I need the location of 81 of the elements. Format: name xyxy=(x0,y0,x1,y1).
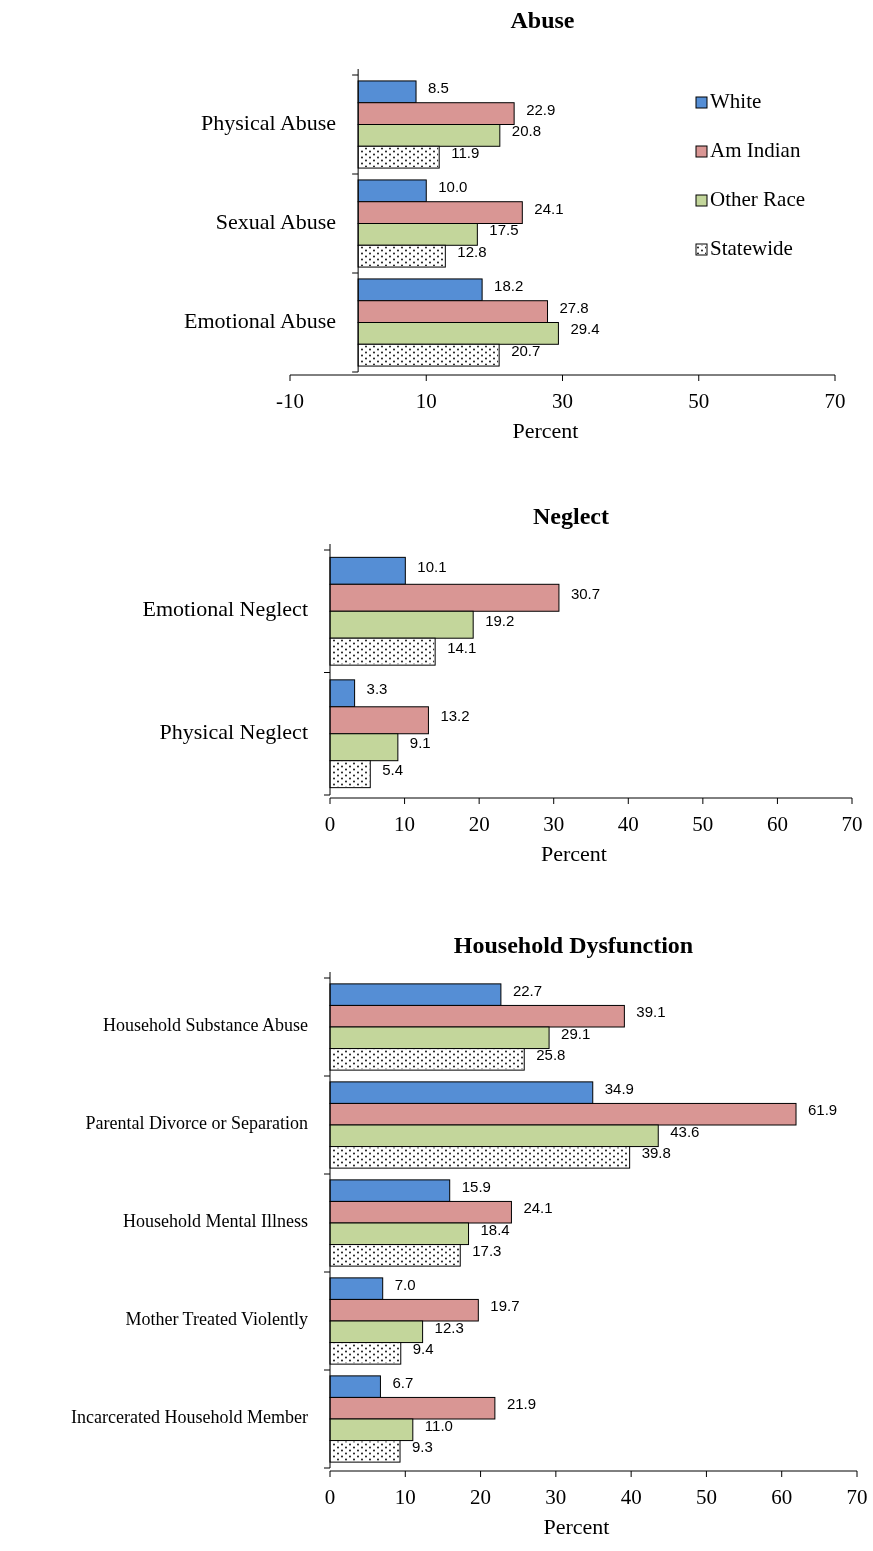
data-label: 12.8 xyxy=(457,243,487,261)
x-tick-label: 0 xyxy=(324,812,336,836)
x-tick-label: 70 xyxy=(841,812,863,836)
x-tick-label: 30 xyxy=(543,812,565,836)
x-tick-label: 60 xyxy=(771,1485,793,1509)
data-label: 39.8 xyxy=(641,1144,671,1162)
data-label: 21.9 xyxy=(506,1395,537,1413)
y-tick-label: Household Mental Illness xyxy=(123,1211,308,1232)
x-axis-title: Percent xyxy=(541,841,607,866)
data-label: 24.1 xyxy=(523,1199,553,1217)
y-tick-label: Household Substance Abuse xyxy=(103,1015,308,1036)
data-label: 17.3 xyxy=(472,1242,502,1260)
data-label: 17.5 xyxy=(489,221,519,239)
data-label: 12.3 xyxy=(434,1318,464,1336)
data-label: 11.0 xyxy=(424,1416,453,1434)
x-tick-label: 50 xyxy=(688,389,710,413)
y-tick-label: Physical Neglect xyxy=(159,718,308,744)
data-label: 24.1 xyxy=(534,199,564,217)
chart-title: Household Dysfunction xyxy=(453,932,694,958)
data-label: 20.7 xyxy=(511,342,541,360)
data-label: 19.7 xyxy=(490,1297,520,1315)
x-tick-label: 70 xyxy=(824,389,846,413)
data-label: 9.1 xyxy=(409,734,431,752)
y-tick-label: Emotional Neglect xyxy=(142,596,308,622)
data-label: 7.0 xyxy=(394,1275,416,1293)
data-label: 9.4 xyxy=(412,1340,434,1358)
x-tick-label: 20 xyxy=(470,1485,492,1509)
x-tick-label: 70 xyxy=(846,1485,868,1509)
legend-label: White xyxy=(710,88,762,113)
data-label: 29.4 xyxy=(570,320,600,338)
data-label: 9.3 xyxy=(412,1438,433,1456)
data-label: 11.9 xyxy=(451,144,480,162)
data-label: 10.1 xyxy=(417,557,447,575)
x-tick-label: 20 xyxy=(468,812,490,836)
data-label: 18.2 xyxy=(494,276,524,294)
data-label: 43.6 xyxy=(670,1122,700,1140)
data-label: 6.7 xyxy=(392,1373,414,1391)
x-tick-label: 50 xyxy=(692,812,714,836)
x-tick-label: 10 xyxy=(415,389,437,413)
data-label: 3.3 xyxy=(366,680,388,698)
x-tick-label: 30 xyxy=(545,1485,567,1509)
data-label: 61.9 xyxy=(808,1101,838,1119)
y-tick-label: Mother Treated Violently xyxy=(125,1309,308,1330)
data-label: 18.4 xyxy=(480,1220,510,1238)
data-label: 20.8 xyxy=(511,122,542,140)
data-label: 13.2 xyxy=(440,707,470,725)
x-axis-title: Percent xyxy=(512,418,579,443)
x-tick-label: 50 xyxy=(695,1485,717,1509)
x-tick-label: -10 xyxy=(276,389,304,413)
data-label: 5.4 xyxy=(382,761,404,779)
data-label: 27.8 xyxy=(559,298,589,316)
data-label: 14.1 xyxy=(447,638,477,656)
x-tick-label: 40 xyxy=(617,812,639,836)
y-tick-label: Parental Divorce or Separation xyxy=(85,1113,308,1134)
data-label: 8.5 xyxy=(428,78,449,96)
chart-title: Neglect xyxy=(533,503,609,529)
data-label: 39.1 xyxy=(636,1003,666,1021)
x-tick-label: 40 xyxy=(620,1485,642,1509)
x-tick-label: 60 xyxy=(766,812,788,836)
data-label: 22.7 xyxy=(512,981,543,999)
legend-label: Am Indian xyxy=(710,137,801,162)
data-label: 15.9 xyxy=(461,1177,491,1195)
data-label: 34.9 xyxy=(604,1079,634,1097)
y-tick-label: Physical Abuse xyxy=(201,109,337,135)
x-tick-label: 30 xyxy=(552,389,573,413)
x-tick-label: 10 xyxy=(394,1485,416,1509)
data-label: 19.2 xyxy=(485,611,515,629)
data-label: 29.1 xyxy=(561,1024,591,1042)
chart-title: Abuse xyxy=(510,7,575,33)
x-tick-label: 0 xyxy=(324,1485,336,1509)
data-label: 22.9 xyxy=(526,100,556,118)
y-tick-label: Emotional Abuse xyxy=(183,307,337,333)
x-tick-label: 10 xyxy=(394,812,416,836)
data-label: 25.8 xyxy=(536,1046,566,1064)
y-tick-label: Sexual Abuse xyxy=(215,208,337,234)
y-tick-label: Incarcerated Household Member xyxy=(71,1407,308,1428)
legend-label: Statewide xyxy=(710,235,793,260)
x-axis-title: Percent xyxy=(543,1514,610,1539)
legend-label: Other Race xyxy=(710,186,806,211)
data-label: 30.7 xyxy=(570,584,601,602)
data-label: 10.0 xyxy=(438,177,468,195)
